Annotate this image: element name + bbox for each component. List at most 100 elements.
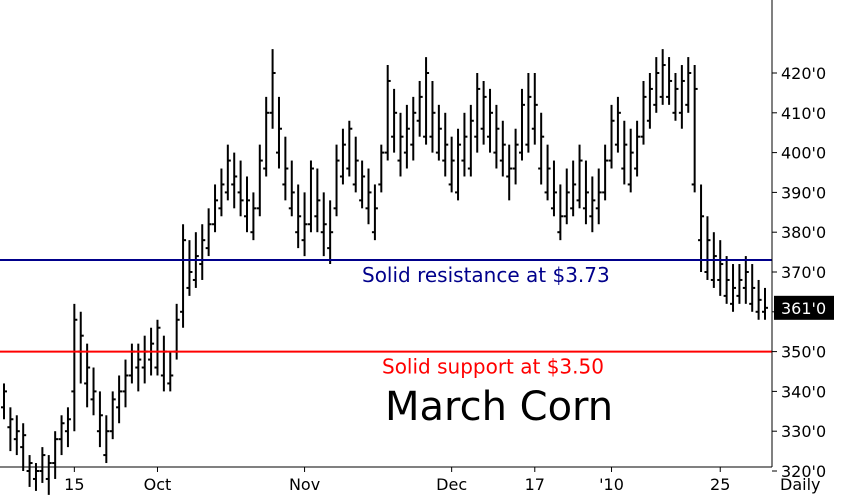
price-tick-label: 340'0 xyxy=(781,382,826,401)
date-tick-label: Nov xyxy=(289,475,320,494)
price-bar xyxy=(544,144,551,201)
price-bar xyxy=(359,160,366,209)
price-bar xyxy=(269,49,276,129)
price-bar xyxy=(333,144,340,217)
price-bar xyxy=(346,120,353,177)
last-price-box xyxy=(774,295,834,320)
price-tick-label: 370'0 xyxy=(781,263,826,282)
price-bar xyxy=(442,112,449,177)
price-bar xyxy=(621,120,628,185)
price-bar xyxy=(391,88,398,153)
price-bar xyxy=(244,176,251,233)
price-bar xyxy=(205,208,212,257)
price-bar xyxy=(755,279,762,320)
price-bar xyxy=(518,88,525,161)
price-bar xyxy=(435,104,442,161)
price-bar xyxy=(423,57,430,145)
price-bar xyxy=(557,184,564,241)
price-bar xyxy=(96,391,103,448)
price-bar xyxy=(32,463,39,491)
date-tick-label: 17 xyxy=(525,475,545,494)
price-tick-label: 380'0 xyxy=(781,223,826,242)
price-bar xyxy=(154,319,161,376)
price-tick-label: 420'0 xyxy=(781,64,826,83)
price-bar xyxy=(218,168,225,217)
date-tick-label: Dec xyxy=(436,475,467,494)
price-bar xyxy=(646,73,653,129)
price-bar xyxy=(84,343,91,408)
price-bar xyxy=(314,168,321,233)
price-bar xyxy=(538,112,545,185)
price-bar xyxy=(429,80,436,153)
annotation-lines xyxy=(0,259,772,353)
price-bar xyxy=(282,136,289,201)
price-tick-label: 350'0 xyxy=(781,343,826,362)
price-bar xyxy=(666,57,673,105)
price-bar xyxy=(608,104,615,169)
date-tick-label: 25 xyxy=(710,475,730,494)
price-bar xyxy=(39,447,46,483)
price-bar xyxy=(378,144,385,193)
annotation-labels: Solid resistance at $3.73 Solid support a… xyxy=(362,263,610,379)
price-bar xyxy=(320,192,327,257)
price-bar xyxy=(301,192,308,257)
price-bar xyxy=(327,200,334,265)
price-bar xyxy=(71,303,78,432)
price-bars xyxy=(1,49,768,495)
price-bar xyxy=(455,128,462,201)
price-tick-label: 330'0 xyxy=(781,422,826,441)
price-bar xyxy=(7,407,14,452)
date-axis-ticks: 15 Oct Nov Dec 17 '10 25 xyxy=(64,467,730,494)
price-bar xyxy=(186,240,193,296)
price-bar xyxy=(589,176,596,233)
price-bar xyxy=(45,455,52,495)
date-tick-label: '10 xyxy=(599,475,624,494)
price-bar xyxy=(506,144,513,201)
price-bar xyxy=(263,96,270,177)
price-tick-label: 410'0 xyxy=(781,104,826,123)
price-bar xyxy=(627,128,634,193)
price-bar xyxy=(224,144,231,201)
price-bar xyxy=(499,120,506,177)
price-bar xyxy=(461,112,468,177)
price-bar xyxy=(250,192,257,241)
price-bar xyxy=(20,423,27,471)
price-bar xyxy=(742,256,749,304)
price-bar xyxy=(698,184,705,272)
price-bar xyxy=(295,184,302,249)
price-bar xyxy=(595,168,602,225)
price-bar xyxy=(736,264,743,304)
price-bar xyxy=(13,415,20,456)
chart-title: March Corn xyxy=(385,384,613,430)
price-bar xyxy=(167,351,174,392)
period-label: Daily xyxy=(780,475,820,494)
price-bar xyxy=(525,73,532,153)
price-bar xyxy=(474,73,481,153)
price-bar xyxy=(403,104,410,169)
price-bar xyxy=(550,160,557,217)
price-bar xyxy=(416,80,423,137)
price-bar xyxy=(563,168,570,225)
price-bar xyxy=(634,120,641,177)
price-bar xyxy=(448,136,455,193)
price-bar xyxy=(256,144,263,217)
price-bar xyxy=(339,128,346,185)
price-bar xyxy=(678,65,685,129)
price-bar xyxy=(512,128,519,185)
price-bar xyxy=(659,49,666,105)
price-bar xyxy=(307,160,314,233)
price-bar xyxy=(90,367,97,416)
price-bar xyxy=(365,168,372,225)
date-tick-label: Oct xyxy=(144,475,172,494)
price-bar xyxy=(672,73,679,121)
price-bar xyxy=(64,407,71,448)
price-bar xyxy=(762,287,768,320)
price-bar xyxy=(237,160,244,217)
price-bar xyxy=(199,224,206,280)
price-bar xyxy=(397,112,404,177)
annotation-label: Solid support at $3.50 xyxy=(382,355,604,379)
price-bar xyxy=(576,144,583,209)
